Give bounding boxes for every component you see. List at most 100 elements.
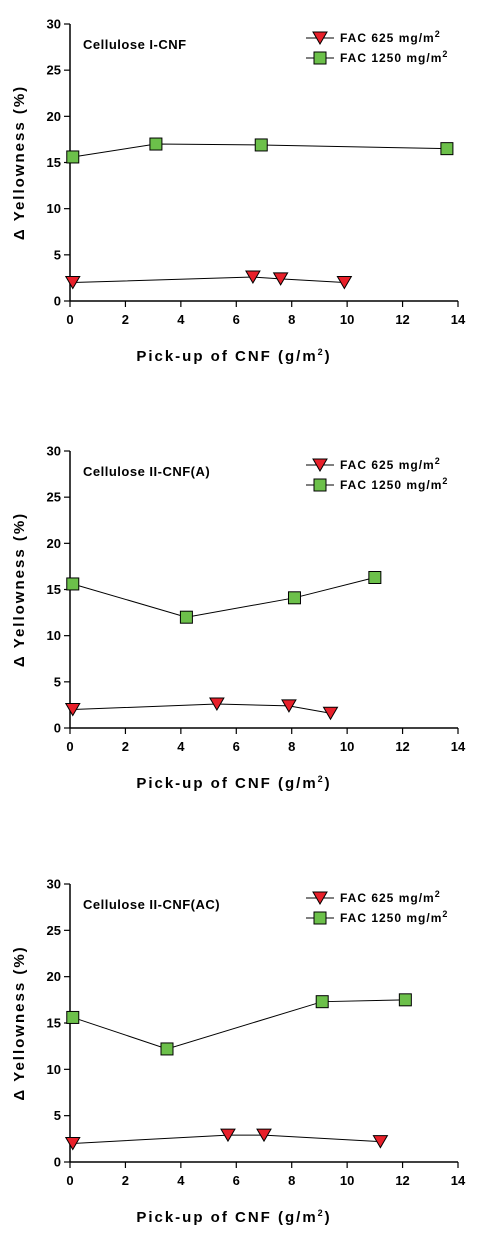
data-point	[66, 1010, 80, 1024]
x-tick-label: 6	[233, 312, 240, 327]
y-tick-label: 30	[47, 877, 61, 892]
data-point	[245, 270, 261, 284]
x-tick-label: 2	[122, 739, 129, 754]
y-tick-label: 30	[47, 17, 61, 32]
legend-marker	[312, 31, 328, 45]
y-tick-label: 30	[47, 444, 61, 459]
data-point	[64, 1136, 81, 1151]
x-tick-label: 14	[451, 1173, 466, 1188]
x-axis-label-end: )	[325, 1209, 332, 1226]
data-point	[272, 272, 289, 286]
legend-label: FAC 625 mg/m2	[340, 889, 441, 905]
x-tick-label: 8	[288, 739, 295, 754]
x-tick-label: 10	[340, 739, 354, 754]
x-tick-label: 12	[395, 739, 409, 754]
y-tick-label: 20	[47, 536, 61, 551]
data-point	[220, 1128, 236, 1143]
data-point	[281, 699, 297, 713]
legend-label-main: FAC 625 mg/m	[340, 31, 435, 45]
data-point	[179, 610, 193, 624]
legend-label: FAC 1250 mg/m2	[340, 49, 448, 65]
data-point	[254, 138, 268, 152]
x-tick-label: 4	[177, 312, 185, 327]
y-tick-label: 20	[47, 969, 61, 984]
x-tick-label: 4	[177, 739, 185, 754]
legend-label-main: FAC 625 mg/m	[340, 891, 435, 905]
legend-label-main: FAC 1250 mg/m	[340, 51, 442, 65]
y-axis-label: Δ Yellowness (%)	[11, 512, 28, 667]
x-axis-label-main: Pick-up of CNF (g/m	[136, 775, 317, 792]
panel-title: Cellulose II-CNF(A)	[83, 464, 210, 479]
x-tick-label: 2	[122, 312, 129, 327]
x-tick-label: 14	[451, 739, 466, 754]
x-tick-label: 0	[66, 312, 73, 327]
x-tick-label: 8	[288, 312, 295, 327]
legend-label-sup: 2	[435, 29, 441, 39]
y-tick-label: 10	[47, 1062, 61, 1077]
y-tick-label: 25	[47, 63, 61, 78]
x-tick-label: 14	[451, 312, 466, 327]
legend-label-sup: 2	[442, 49, 448, 59]
x-tick-label: 6	[233, 1173, 240, 1188]
x-tick-label: 12	[395, 312, 409, 327]
data-point	[256, 1128, 272, 1143]
series-line-2	[72, 143, 447, 158]
x-axis-label: Pick-up of CNF (g/m2)	[136, 347, 331, 365]
y-tick-label: 20	[47, 109, 61, 124]
y-tick-label: 5	[54, 674, 61, 689]
y-tick-label: 5	[54, 1108, 61, 1123]
chart-panel-1: 0 5 10 15 20 25 30 0 2 4 6 8 10 12 14 Δ Yellowness (%) P…	[11, 17, 466, 366]
legend-marker	[312, 891, 328, 905]
legend-label: FAC 625 mg/m2	[340, 456, 441, 472]
series-line-1	[72, 1134, 381, 1144]
x-tick-label: 10	[340, 1173, 354, 1188]
x-axis-label-sup: 2	[318, 774, 325, 784]
panel-title: Cellulose I-CNF	[83, 37, 187, 52]
data-point	[66, 150, 80, 164]
data-point	[368, 570, 382, 584]
legend-label-sup: 2	[435, 889, 441, 899]
chart-panel-2: 0 5 10 15 20 25 30 0 2 4 6 8 10 12 14 Δ Yellowness (%) P…	[11, 444, 466, 793]
legend-label-sup: 2	[442, 909, 448, 919]
x-tick-label: 4	[177, 1173, 185, 1188]
y-tick-label: 10	[47, 201, 61, 216]
data-point	[372, 1135, 389, 1149]
y-tick-label: 15	[47, 1016, 61, 1031]
x-axis-label-end: )	[325, 775, 332, 792]
legend-marker	[312, 458, 328, 472]
y-axis-label: Δ Yellowness (%)	[11, 85, 28, 240]
series-line-2	[72, 999, 406, 1050]
x-tick-label: 0	[66, 1173, 73, 1188]
legend-label: FAC 1250 mg/m2	[340, 476, 448, 492]
data-point	[209, 697, 225, 711]
data-point	[440, 142, 454, 156]
x-axis-label: Pick-up of CNF (g/m2)	[136, 1208, 331, 1226]
x-tick-label: 0	[66, 739, 73, 754]
x-axis-label-main: Pick-up of CNF (g/m	[136, 348, 317, 365]
x-tick-label: 2	[122, 1173, 129, 1188]
panel-title: Cellulose II-CNF(AC)	[83, 897, 220, 912]
chart-panel-3: 0 5 10 15 20 25 30 0 2 4 6 8 10 12 14 Δ Yellowness (%) P…	[11, 877, 466, 1227]
legend-label-main: FAC 625 mg/m	[340, 458, 435, 472]
y-tick-label: 15	[47, 582, 61, 597]
legend-label-sup: 2	[435, 456, 441, 466]
x-axis-label-main: Pick-up of CNF (g/m	[136, 1209, 317, 1226]
y-tick-label: 0	[54, 721, 61, 736]
series-line-1	[72, 703, 331, 714]
y-tick-label: 0	[54, 294, 61, 309]
legend-label-main: FAC 1250 mg/m	[340, 911, 442, 925]
x-axis-label: Pick-up of CNF (g/m2)	[136, 774, 331, 792]
x-axis-label-sup: 2	[318, 1208, 325, 1218]
data-point	[66, 577, 80, 591]
legend-label-main: FAC 1250 mg/m	[340, 478, 442, 492]
y-tick-label: 5	[54, 247, 61, 262]
x-tick-label: 10	[340, 312, 354, 327]
x-tick-label: 8	[288, 1173, 295, 1188]
data-point	[287, 591, 301, 605]
data-point	[322, 706, 339, 721]
data-point	[398, 993, 412, 1007]
y-tick-label: 25	[47, 490, 61, 505]
data-point	[315, 995, 329, 1009]
legend-marker	[313, 51, 327, 65]
